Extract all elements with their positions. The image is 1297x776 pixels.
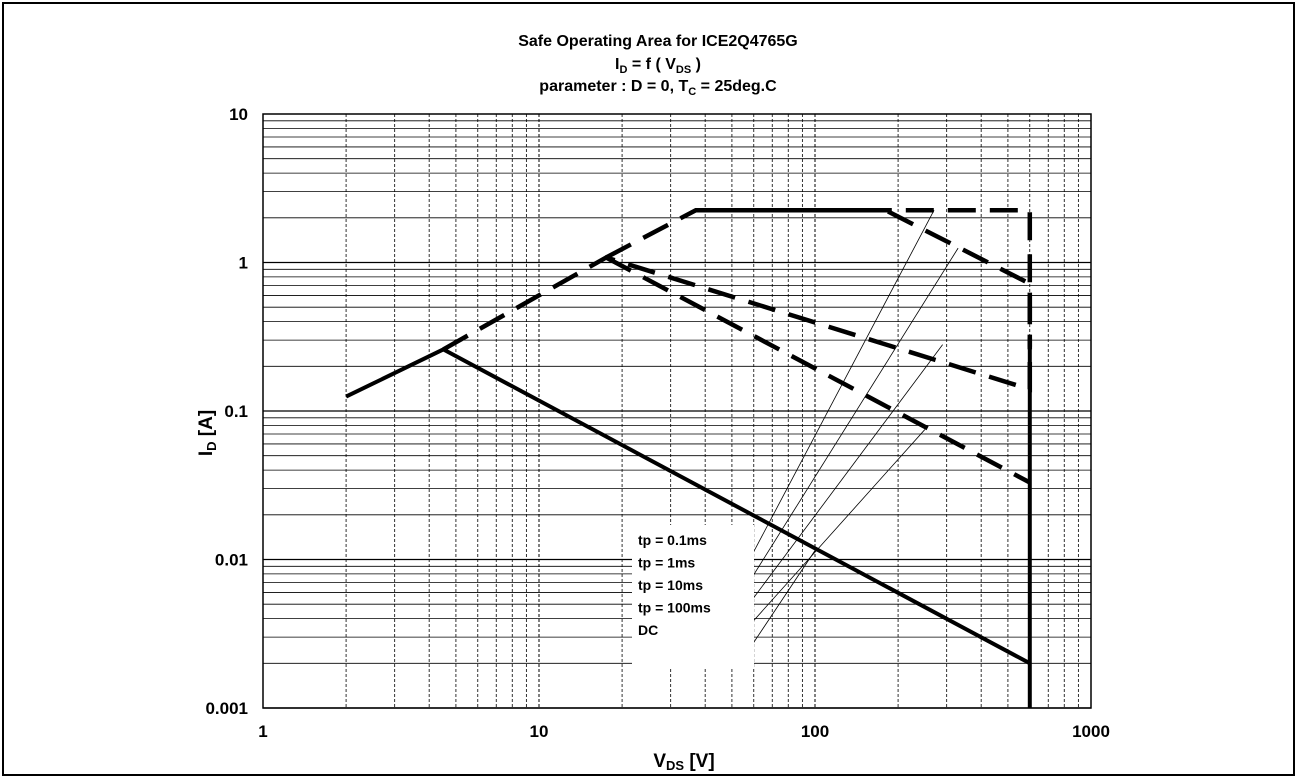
annotation-leader-line [751, 344, 943, 601]
series-layer [345, 207, 1033, 708]
annotation-leader-line [751, 550, 816, 646]
annotation-leader-line [751, 429, 926, 623]
tick-labels: 1 10 100 1000 10 1 0.1 0.01 0.001 [205, 105, 1109, 741]
chart-title-line3: parameter : D = 0, TC = 25deg.C [539, 78, 777, 98]
annotation-leader-line [751, 247, 959, 578]
y-tick-label: 0.1 [224, 402, 248, 421]
annotation-label-box [632, 525, 754, 667]
y-tick-label: 10 [229, 105, 248, 124]
annotation-label: tp = 10ms [638, 577, 703, 593]
x-tick-label: 10 [530, 722, 549, 741]
x-tick-label: 1000 [1072, 722, 1110, 741]
annotation-leader-lines [751, 210, 959, 646]
x-axis-label: VDS [V] [653, 751, 714, 773]
annotation-label: tp = 1ms [638, 555, 695, 571]
chart-title-line1: Safe Operating Area for ICE2Q4765G [518, 33, 798, 50]
annotation-labels: tp = 0.1ms tp = 1ms tp = 10ms tp = 100ms DC [632, 525, 754, 667]
annotation-label: tp = 0.1ms [638, 532, 707, 548]
series-tp-1ms [605, 207, 1033, 350]
series-tp-100ms [605, 255, 1031, 485]
y-tick-label: 0.01 [215, 551, 248, 570]
series-dc [345, 346, 1032, 708]
series-tp-0-1ms [695, 207, 1033, 347]
y-axis-label: ID [A] [196, 410, 219, 456]
annotation-label: tp = 100ms [638, 600, 711, 616]
y-tick-label: 0.001 [205, 699, 248, 718]
chart-title-line2: ID = f ( VDS ) [615, 56, 701, 76]
y-tick-label: 1 [239, 254, 248, 273]
x-tick-label: 1 [258, 722, 267, 741]
x-tick-label: 100 [801, 722, 829, 741]
annotation-label: DC [638, 622, 658, 638]
plot-area-border [262, 113, 1092, 709]
